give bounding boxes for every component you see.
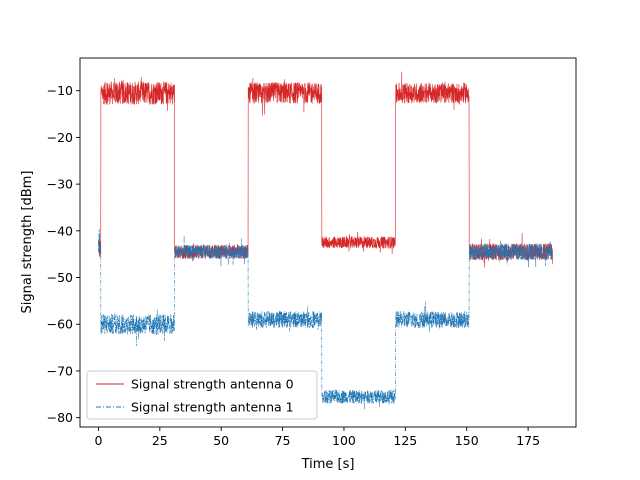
x-tick-label: 50 [213, 433, 229, 448]
x-tick-label: 125 [393, 433, 417, 448]
y-tick-label: −10 [47, 83, 73, 98]
y-axis-label: Signal strength [dBm] [20, 171, 35, 314]
x-tick-label: 175 [516, 433, 540, 448]
plot-frame [79, 57, 577, 428]
y-tick-label: −30 [47, 177, 73, 192]
x-axis: 0 25 50 75 100 125 150 175 [94, 427, 540, 448]
x-tick-label: 25 [152, 433, 168, 448]
x-tick-label: 75 [275, 433, 291, 448]
series-line-antenna-1 [98, 228, 553, 410]
x-tick-label: 100 [332, 433, 356, 448]
y-tick-label: −70 [47, 363, 73, 378]
y-axis: −80 −70 −60 −50 −40 −30 −20 −10 [47, 83, 80, 425]
y-tick-label: −20 [47, 130, 73, 145]
y-tick-label: −40 [47, 223, 73, 238]
y-tick-label: −60 [47, 317, 73, 332]
x-axis-label: Time [s] [301, 457, 355, 472]
x-tick-label: 150 [455, 433, 479, 448]
legend-label-antenna-1: Signal strength antenna 1 [131, 400, 294, 415]
legend: Signal strength antenna 0 Signal strengt… [86, 370, 318, 420]
y-tick-label: −80 [47, 410, 73, 425]
x-tick-label: 0 [94, 433, 102, 448]
legend-label-antenna-0: Signal strength antenna 0 [131, 377, 294, 392]
legend-box [86, 370, 318, 420]
y-tick-label: −50 [47, 270, 73, 285]
series-layer [98, 71, 553, 410]
